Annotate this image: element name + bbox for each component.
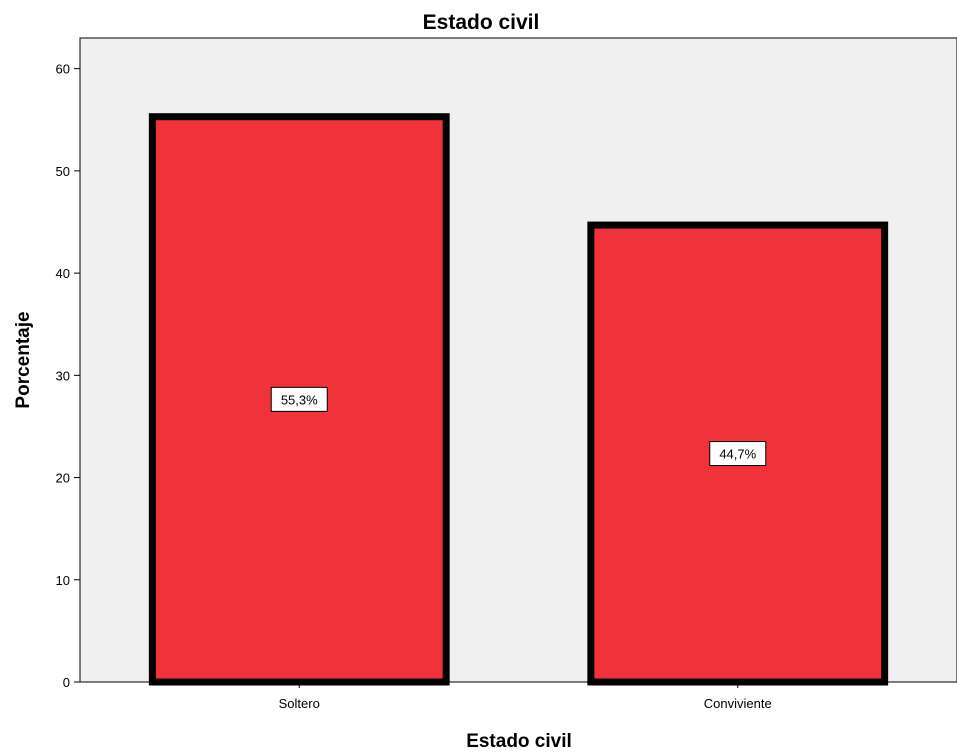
x-axis: Soltero Conviviente [80,681,957,711]
x-tick-label: Soltero [279,696,320,711]
y-tick-label: 0 [63,675,70,690]
data-label: 55,3% [281,392,318,407]
y-tick-label: 30 [56,368,70,383]
chart-title: Estado civil [423,11,540,34]
data-label-box [270,386,328,412]
x-axis-title: Estado civil [466,731,572,752]
y-axis-title: Porcentaje [13,311,34,408]
y-axis: 0 10 20 30 40 50 60 [56,38,81,690]
data-label-box [709,441,767,467]
y-tick-label: 10 [56,573,70,588]
y-tick-label: 20 [56,471,70,486]
data-label: 44,7% [719,447,756,462]
data-labels: 55,3% 44,7% [270,386,767,467]
y-tick-label: 50 [56,164,70,179]
y-tick-label: 60 [56,62,70,77]
x-tick-label: Conviviente [704,696,772,711]
y-tick-label: 40 [56,266,70,281]
